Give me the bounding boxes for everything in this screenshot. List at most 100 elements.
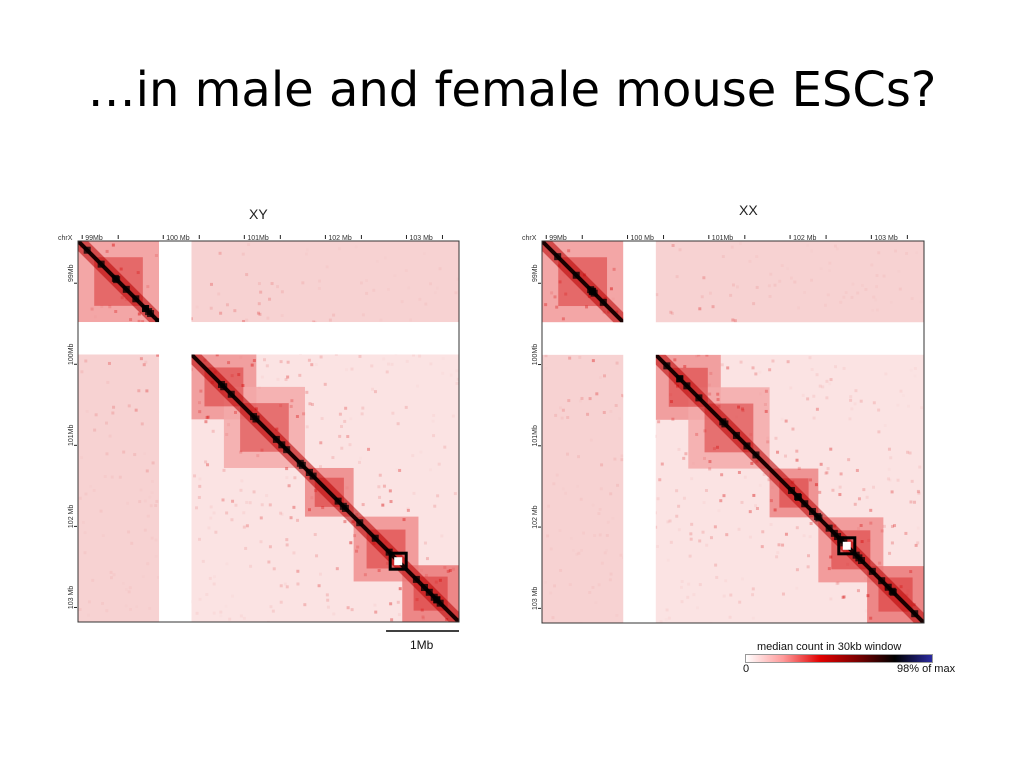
contact-speckle xyxy=(878,561,882,565)
contact-speckle xyxy=(594,601,597,604)
diagonal-hole-rim xyxy=(388,551,408,571)
contact-speckle xyxy=(219,311,223,315)
x-tick-label: 99Mb xyxy=(85,235,103,242)
contact-speckle xyxy=(443,445,447,449)
contact-speckle xyxy=(230,374,234,378)
diagonal-hole-rim xyxy=(837,536,857,556)
contact-speckle xyxy=(308,402,312,406)
contact-speckle xyxy=(850,407,853,410)
contact-speckle xyxy=(609,410,612,413)
contact-speckle xyxy=(708,291,712,295)
contact-speckle xyxy=(245,273,249,277)
contact-speckle xyxy=(398,468,402,472)
contact-speckle xyxy=(361,503,365,507)
contact-speckle xyxy=(305,425,309,429)
contact-speckle xyxy=(580,396,584,400)
contact-speckle xyxy=(668,519,672,523)
contact-speckle xyxy=(808,356,812,360)
contact-speckle xyxy=(310,402,314,406)
contact-speckle xyxy=(256,311,260,315)
contact-speckle xyxy=(836,581,840,585)
contact-speckle xyxy=(751,587,755,591)
contact-speckle xyxy=(838,485,842,489)
contact-speckle xyxy=(741,409,745,413)
contact-speckle xyxy=(599,508,602,511)
contact-speckle xyxy=(280,290,284,294)
diagonal-node xyxy=(122,285,130,293)
contact-speckle xyxy=(296,518,300,522)
contact-speckle xyxy=(579,497,583,501)
contact-speckle xyxy=(378,495,382,499)
contact-speckle xyxy=(857,497,861,501)
contact-speckle xyxy=(432,434,436,438)
contact-speckle xyxy=(789,386,792,389)
y-tick-label: 100Mb xyxy=(532,344,539,366)
contact-speckle xyxy=(381,503,385,507)
contact-speckle xyxy=(735,588,738,591)
contact-speckle xyxy=(598,533,602,537)
contact-speckle xyxy=(896,478,900,482)
contact-speckle xyxy=(135,605,138,608)
contact-speckle xyxy=(230,518,234,522)
contact-speckle xyxy=(154,504,158,508)
contact-speckle xyxy=(276,377,280,381)
diagonal-node xyxy=(339,502,347,510)
contact-speckle xyxy=(281,314,284,317)
contact-speckle xyxy=(884,372,887,375)
contact-speckle xyxy=(743,475,747,479)
contact-speckle xyxy=(195,611,199,615)
contact-speckle xyxy=(911,297,914,300)
contact-speckle xyxy=(122,582,125,585)
contact-speckle xyxy=(920,406,923,409)
contact-speckle xyxy=(433,504,437,508)
contact-speckle xyxy=(356,545,360,549)
contact-speckle xyxy=(302,412,306,416)
contact-speckle xyxy=(359,281,363,285)
contact-speckle xyxy=(755,506,759,510)
contact-speckle xyxy=(275,427,279,431)
contact-speckle xyxy=(415,598,419,602)
contact-speckle xyxy=(365,279,368,282)
contact-speckle xyxy=(882,524,886,528)
contact-speckle xyxy=(412,491,416,495)
contact-speckle xyxy=(862,488,866,492)
contact-speckle xyxy=(256,454,260,458)
contact-speckle xyxy=(318,279,322,283)
contact-speckle xyxy=(834,365,838,369)
diagonal-node xyxy=(298,461,306,469)
contact-speckle xyxy=(795,526,799,530)
contact-speckle xyxy=(716,398,720,402)
diagonal-node xyxy=(752,451,760,459)
contact-speckle xyxy=(904,531,908,535)
contact-speckle xyxy=(206,415,210,419)
contact-speckle xyxy=(82,603,85,606)
contact-speckle xyxy=(781,592,785,596)
contact-speckle xyxy=(602,374,606,378)
contact-speckle xyxy=(359,457,362,460)
contact-speckle xyxy=(199,389,203,393)
contact-speckle xyxy=(138,500,142,504)
contact-speckle xyxy=(120,296,124,300)
contact-speckle xyxy=(252,490,256,494)
contact-speckle xyxy=(724,579,727,582)
contact-speckle xyxy=(890,490,894,494)
contact-speckle xyxy=(671,417,675,421)
contact-speckle xyxy=(361,313,365,317)
contact-speckle xyxy=(343,520,347,524)
diagonal-node xyxy=(217,380,225,388)
diagonal-node xyxy=(334,497,342,505)
contact-speckle xyxy=(438,267,442,271)
contact-speckle xyxy=(602,411,606,415)
contact-speckle xyxy=(237,373,241,377)
contact-speckle xyxy=(709,536,713,540)
contact-speckle xyxy=(142,575,145,578)
contact-speckle xyxy=(717,509,720,512)
contact-speckle xyxy=(810,368,814,372)
contact-speckle xyxy=(828,269,831,272)
contact-speckle xyxy=(713,525,717,529)
contact-speckle xyxy=(231,499,235,503)
contact-speckle xyxy=(315,363,318,366)
contact-speckle xyxy=(259,290,263,294)
contact-speckle xyxy=(335,567,339,571)
y-tick-label: 102 Mb xyxy=(532,505,539,528)
